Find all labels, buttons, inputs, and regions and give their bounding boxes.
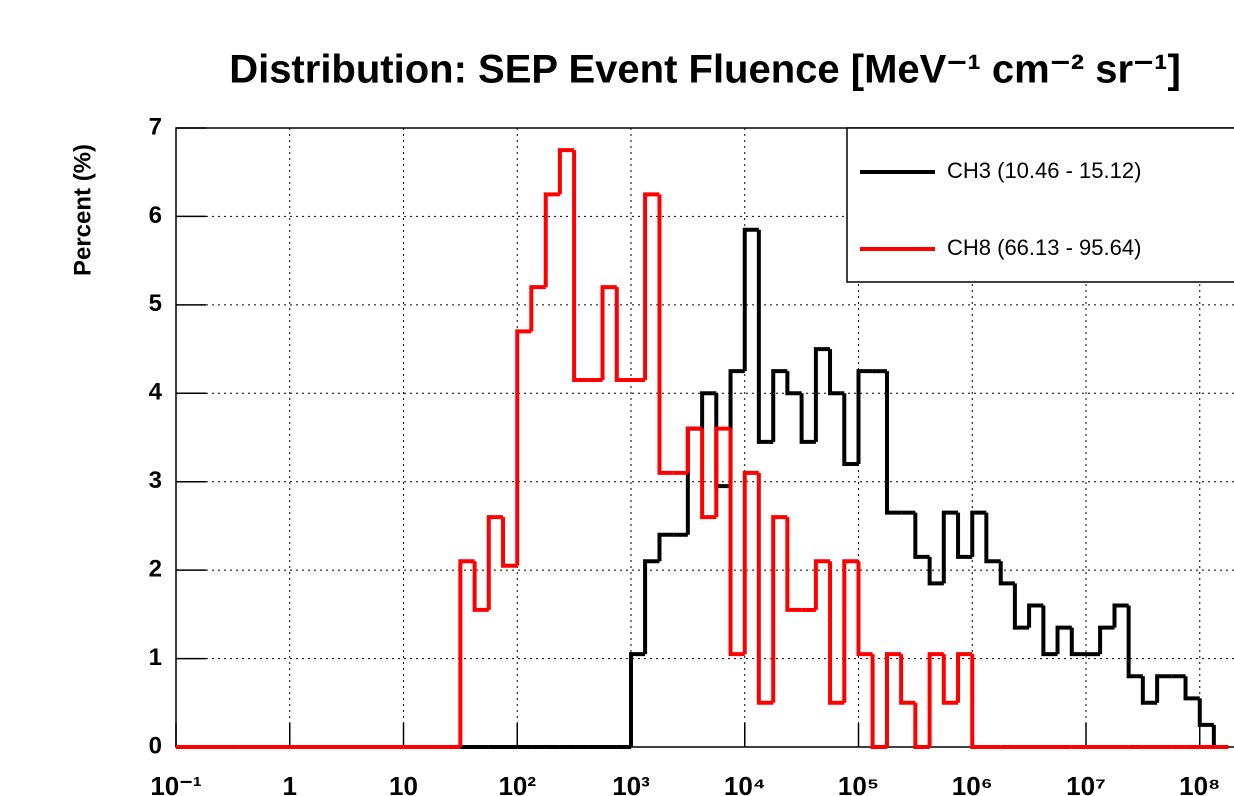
y-tick-label: 0: [149, 732, 162, 759]
x-tick-label: 10²: [498, 771, 536, 796]
legend-box: [846, 127, 1234, 283]
histogram-bin: [785, 371, 802, 396]
histogram-bin: [742, 470, 759, 655]
histogram-bin: [643, 192, 660, 381]
histogram-bin: [813, 347, 831, 442]
histogram-bin: [927, 652, 944, 747]
histogram-bin: [1155, 674, 1172, 703]
histogram-bin: [1098, 625, 1115, 655]
histogram-bin: [501, 517, 518, 568]
histogram-bin: [856, 561, 873, 657]
histogram-bin: [842, 559, 859, 703]
plot-frame: [175, 127, 1234, 748]
histogram-bin: [828, 349, 845, 396]
chart-title: Distribution: SEP Event Fluence [MeV⁻¹ c…: [229, 48, 1181, 92]
histogram-bin: [970, 654, 987, 749]
histogram-bin: [956, 652, 973, 703]
histogram-bin: [529, 285, 546, 332]
histogram-bin: [643, 559, 660, 655]
histogram-bin: [998, 561, 1015, 586]
histogram-bin: [899, 654, 916, 705]
histogram-bin: [842, 393, 859, 467]
histogram-bin: [714, 426, 731, 518]
histogram-bin: [1012, 583, 1030, 630]
histogram-bin: [1197, 698, 1214, 727]
x-tick-label: 10⁸: [1179, 771, 1220, 796]
histogram-bin: [742, 227, 759, 372]
x-tick-label: 10: [389, 771, 418, 796]
histogram-series: [176, 148, 1229, 749]
y-tick-label: 3: [149, 467, 162, 494]
histogram-bin: [1140, 676, 1158, 705]
x-tick-label: 10⁻¹: [150, 771, 201, 796]
x-tick-label: 10⁶: [952, 771, 993, 796]
y-tick-label: 2: [149, 555, 162, 582]
y-tick-label: 4: [149, 379, 163, 406]
histogram-bin: [728, 369, 745, 487]
histogram-bin: [927, 556, 944, 586]
x-tick-label: 10⁵: [838, 771, 879, 796]
histogram-bin: [799, 393, 816, 444]
histogram-bin: [1112, 603, 1129, 628]
histogram-bin: [913, 512, 930, 559]
histogram-bin: [685, 426, 703, 473]
histogram-bin: [472, 561, 489, 612]
histogram-bin: [614, 287, 632, 383]
histogram-bin: [700, 391, 717, 429]
y-axis-label: Percent (%): [69, 144, 96, 276]
histogram-bin: [1027, 603, 1044, 628]
x-tick-label: 10⁷: [1066, 771, 1106, 796]
histogram-bin: [813, 559, 831, 610]
y-tick-label: 6: [149, 202, 162, 229]
histogram-bin: [1183, 676, 1200, 701]
histogram-bin: [828, 561, 845, 705]
histogram-bin: [771, 369, 788, 442]
histogram-bin: [714, 393, 731, 489]
histogram-bin: [884, 371, 902, 515]
histogram-bin: [572, 150, 589, 383]
histogram-bin: [1211, 724, 1229, 749]
histogram-bin: [629, 652, 646, 747]
histogram-bin: [956, 512, 973, 559]
histogram-bin: [543, 192, 560, 288]
histogram-bin: [700, 428, 717, 520]
histogram-bin: [657, 532, 674, 562]
histogram-bin: [984, 512, 1001, 564]
histogram-bin: [1041, 605, 1058, 657]
histogram-bin: [557, 148, 575, 195]
histogram-bin: [515, 329, 532, 566]
legend-label: CH8 (66.13 - 95.64): [947, 235, 1141, 260]
histogram-bin: [870, 654, 887, 749]
histogram-bin: [785, 517, 802, 612]
histogram-bin: [970, 510, 987, 557]
histogram-bin: [884, 652, 902, 747]
histogram-bin: [600, 285, 617, 381]
histogram-bin: [1126, 605, 1143, 679]
y-tick-label: 7: [149, 113, 162, 140]
histogram-bin: [657, 194, 674, 475]
y-tick-label: 5: [149, 290, 162, 317]
histogram-bin: [1069, 627, 1087, 657]
histogram-bin: [941, 510, 959, 584]
histogram-bin: [771, 515, 788, 703]
histogram-bin: [856, 369, 873, 465]
x-tick-label: 10⁴: [724, 771, 766, 796]
histogram-bin: [913, 702, 930, 749]
histogram-bin: [756, 472, 774, 705]
x-tick-label: 10³: [612, 771, 650, 796]
histogram-bin: [728, 428, 745, 657]
x-tick-label: 1: [283, 771, 297, 796]
y-tick-label: 1: [149, 644, 162, 671]
histogram-bin: [756, 229, 774, 444]
histogram-bin: [486, 515, 504, 610]
histogram-bin: [941, 654, 959, 705]
legend-label: CH3 (10.46 - 15.12): [947, 158, 1141, 183]
histogram-bin: [1055, 625, 1072, 655]
histogram-bin: [458, 559, 475, 747]
